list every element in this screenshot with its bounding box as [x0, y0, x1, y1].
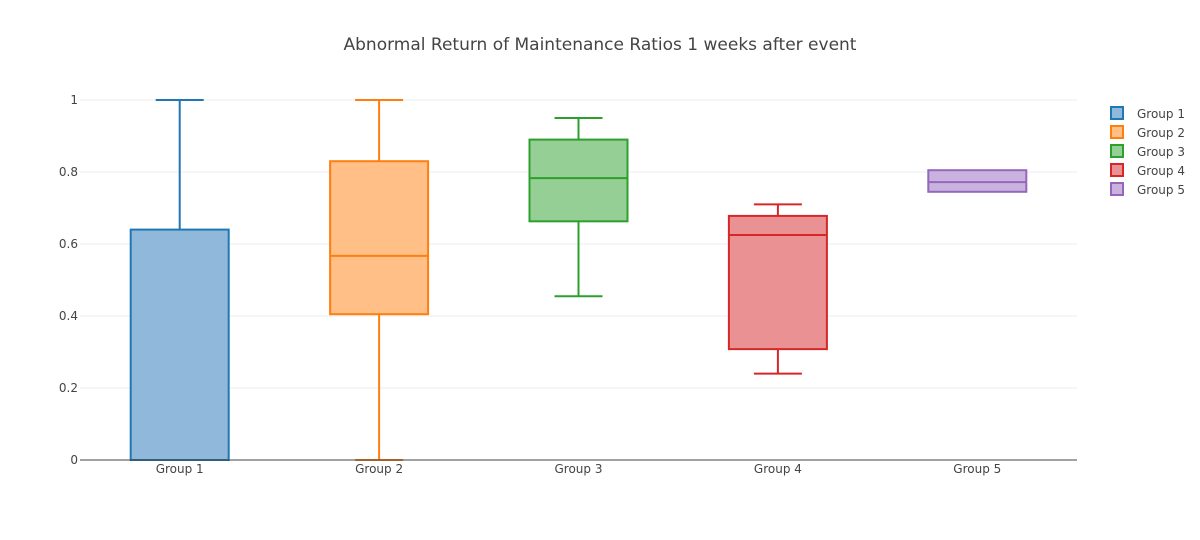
y-tick-label: 0.6	[59, 237, 78, 251]
box-iqr	[129, 228, 230, 461]
box-1[interactable]	[129, 99, 230, 461]
box-iqr	[528, 138, 629, 223]
x-tick-label: Group 3	[555, 462, 603, 476]
legend-item-3[interactable]: Group 3	[1110, 144, 1185, 159]
legend-label: Group 5	[1137, 183, 1185, 197]
x-tick-label: Group 4	[754, 462, 802, 476]
legend-label: Group 2	[1137, 126, 1185, 140]
y-tick-label: 0.8	[59, 165, 78, 179]
box-3[interactable]	[528, 117, 629, 298]
legend-swatch	[1110, 125, 1124, 139]
legend-item-2[interactable]: Group 2	[1110, 125, 1185, 140]
legend-label: Group 4	[1137, 164, 1185, 178]
box-4[interactable]	[727, 203, 828, 375]
box-iqr	[329, 160, 430, 316]
y-tick-label: 0.2	[59, 381, 78, 395]
y-tick-label: 0.4	[59, 309, 78, 323]
x-tick-label: Group 5	[953, 462, 1001, 476]
x-tick-label: Group 2	[355, 462, 403, 476]
legend-swatch	[1110, 182, 1124, 196]
box-iqr	[727, 214, 828, 351]
box-series-group	[129, 99, 1028, 461]
y-axis: 0 0.2 0.4 0.6 0.8 1	[59, 93, 78, 467]
legend-swatch	[1110, 106, 1124, 120]
box-2[interactable]	[329, 99, 430, 461]
legend-label: Group 1	[1137, 107, 1185, 121]
legend-item-1[interactable]: Group 1	[1110, 106, 1185, 121]
x-tick-label: Group 1	[156, 462, 204, 476]
chart-title: Abnormal Return of Maintenance Ratios 1 …	[344, 35, 857, 55]
legend-item-4[interactable]: Group 4	[1110, 163, 1185, 178]
legend[interactable]: Group 1 Group 2 Group 3 Group 4 Group 5	[1110, 106, 1185, 197]
legend-swatch	[1110, 144, 1124, 158]
legend-item-5[interactable]: Group 5	[1110, 182, 1185, 197]
y-tick-label: 1	[70, 93, 78, 107]
y-tick-label: 0	[70, 453, 78, 467]
legend-label: Group 3	[1137, 145, 1185, 159]
x-axis: Group 1 Group 2 Group 3 Group 4 Group 5	[80, 459, 1077, 476]
box-iqr	[927, 169, 1028, 193]
legend-swatch	[1110, 163, 1124, 177]
box-5[interactable]	[927, 169, 1028, 193]
